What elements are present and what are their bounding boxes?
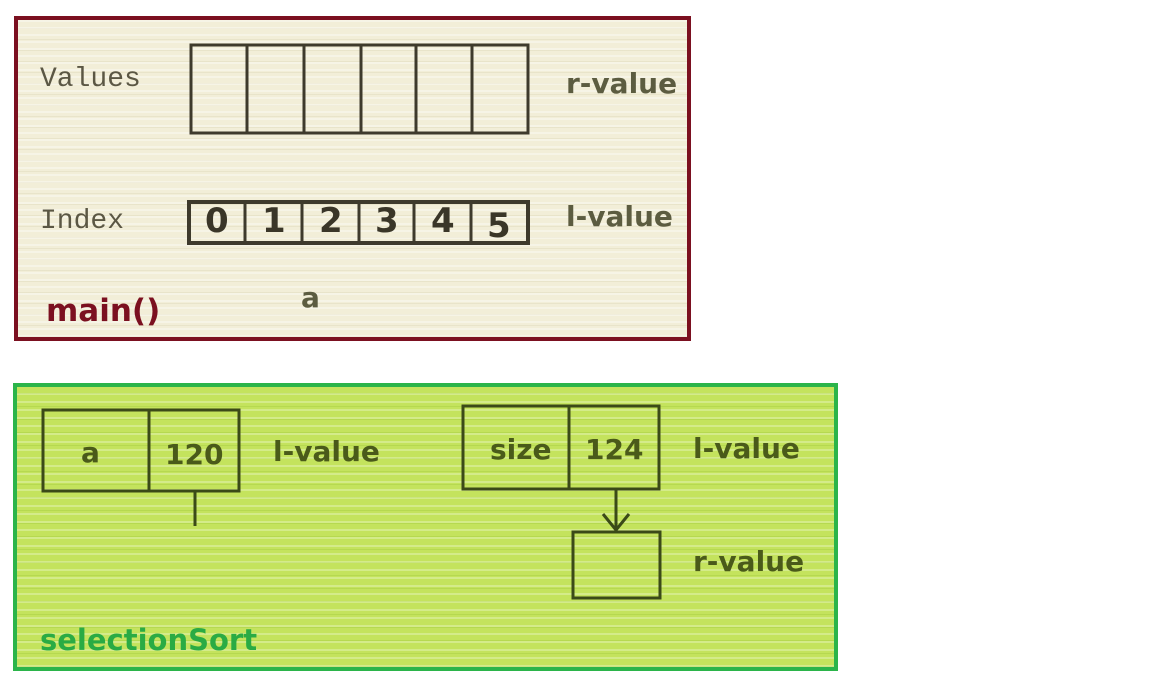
values-r-value-label: r-value [566, 67, 678, 100]
main-stack-frame [14, 16, 691, 341]
index-cell-5: 5 [487, 206, 511, 246]
index-cell-1: 1 [262, 201, 286, 241]
param-size-box [461, 404, 661, 491]
selection-sort-frame-title: selectionSort [40, 623, 258, 657]
size-target-box [571, 530, 662, 600]
main-frame-title: main() [46, 293, 161, 329]
index-cell-4: 4 [431, 201, 455, 241]
array-name-label: a [301, 281, 320, 314]
target-r-value-label: r-value [693, 545, 805, 578]
values-label: Values [40, 64, 141, 95]
selection-sort-stack-frame [13, 383, 838, 671]
index-label: Index [40, 206, 125, 237]
index-cell-3: 3 [375, 201, 399, 241]
param-a-name: a [81, 436, 100, 469]
param-a-box [41, 408, 241, 493]
index-l-value-label: l-value [566, 200, 673, 233]
param-a-l-value-label: l-value [273, 435, 380, 468]
param-a-value: 120 [165, 438, 224, 471]
param-size-l-value-label: l-value [693, 432, 800, 465]
index-cell-0: 0 [205, 201, 229, 241]
param-size-name: size [490, 433, 552, 466]
param-size-value: 124 [585, 433, 644, 466]
index-cell-2: 2 [319, 201, 343, 241]
